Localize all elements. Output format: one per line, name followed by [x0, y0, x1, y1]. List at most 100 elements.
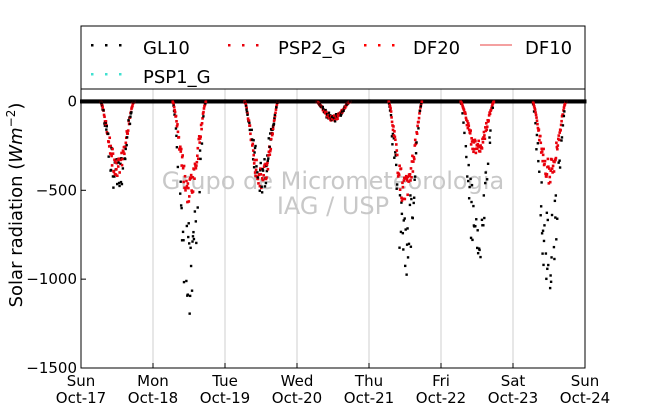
psp2-point	[478, 150, 482, 153]
psp2-point	[116, 158, 120, 162]
gl10-point	[541, 252, 544, 255]
psp2-point	[175, 124, 179, 128]
gl10-point	[263, 158, 266, 161]
psp2-point	[541, 153, 545, 157]
legend-label: DF10	[525, 38, 572, 59]
gl10-point	[250, 128, 253, 132]
psp2-point	[203, 103, 207, 107]
gl10-point	[538, 170, 541, 173]
psp2-point	[336, 114, 340, 118]
psp2-point	[464, 116, 468, 120]
grid-lines	[152, 89, 514, 368]
gl10-point	[252, 139, 255, 142]
psp2-point	[408, 174, 411, 178]
gl10-point	[537, 159, 540, 163]
gl10-point	[479, 255, 482, 259]
psp2-point	[105, 123, 108, 127]
gl10-point	[532, 110, 536, 113]
psp2-point	[253, 158, 256, 162]
psp2-point	[183, 186, 186, 190]
psp2-point	[268, 149, 272, 153]
gl10-point	[175, 134, 178, 138]
x-tick-day: Sun	[67, 372, 96, 390]
gl10-point	[192, 230, 195, 234]
psp2-point	[274, 108, 278, 111]
gl10-point	[484, 171, 487, 174]
gl10-point	[405, 273, 408, 276]
gl10-point	[189, 264, 193, 268]
gl10-point	[253, 151, 256, 154]
gl10-point	[394, 151, 397, 154]
gl10-point	[119, 180, 123, 184]
gl10-point	[195, 241, 198, 245]
psp2-point	[548, 175, 552, 179]
psp2-point	[481, 137, 484, 141]
gl10-point	[467, 163, 470, 167]
y-axis: 0 −500 −1000 −1500	[26, 92, 86, 377]
psp2-point	[201, 112, 205, 115]
gl10-point	[339, 114, 342, 117]
gl10-point	[251, 158, 255, 161]
psp2-point	[130, 107, 133, 110]
legend-label: DF20	[413, 38, 460, 59]
psp2-point	[254, 174, 257, 178]
legend-marker	[228, 44, 231, 47]
gl10-point	[187, 235, 190, 239]
psp2-point	[171, 101, 175, 105]
gl10-point	[342, 109, 345, 112]
gl10-point	[550, 256, 553, 259]
psp2-point	[405, 179, 409, 182]
psp2-point	[193, 162, 197, 166]
psp2-point	[109, 144, 112, 148]
psp2-point	[130, 105, 134, 109]
psp2-point	[177, 135, 181, 139]
psp2-point	[201, 117, 204, 120]
gl10-point	[255, 165, 258, 168]
gl10-point	[552, 245, 556, 249]
x-tick-day: Sat	[501, 372, 526, 390]
gl10-point	[561, 124, 565, 127]
psp2-point	[203, 104, 206, 108]
gl10-point	[266, 159, 270, 162]
gl10-point	[120, 182, 124, 186]
gl10-point	[268, 132, 272, 135]
psp2-point	[188, 178, 192, 181]
legend-box	[80, 25, 586, 90]
psp2-point	[259, 172, 263, 176]
psp2-point	[388, 105, 392, 108]
gl10-point	[107, 132, 110, 135]
gl10-point	[400, 212, 404, 216]
psp2-point	[123, 152, 126, 156]
gl10-point	[261, 169, 265, 172]
psp2-point	[484, 121, 488, 125]
psp2-point	[199, 123, 203, 127]
psp2-point	[398, 188, 402, 191]
gl10-point	[179, 180, 182, 183]
psp2-point	[534, 113, 538, 117]
gl10-point	[173, 113, 176, 116]
gl10-point	[418, 109, 422, 113]
gl10-point	[414, 152, 418, 155]
gl10-point	[188, 294, 192, 298]
gl10-point	[259, 169, 262, 172]
gl10-point	[185, 224, 189, 228]
psp2-point	[472, 141, 476, 144]
psp2-point	[533, 108, 537, 111]
psp2-point	[465, 118, 468, 122]
gl10-point	[398, 246, 401, 249]
psp2-point	[184, 186, 188, 189]
psp2-point	[108, 136, 112, 140]
gl10-point	[180, 206, 183, 210]
psp2-point	[114, 160, 117, 164]
gl10-point	[258, 189, 261, 192]
psp2-point	[263, 164, 267, 167]
gl10-point	[406, 256, 410, 259]
psp2-point	[179, 145, 182, 149]
psp2-point	[490, 105, 494, 108]
gl10-point	[484, 181, 487, 185]
psp2-point	[191, 175, 194, 179]
psp2-point	[271, 127, 275, 131]
gl10-point	[536, 142, 540, 145]
gl10-point	[199, 157, 202, 161]
psp2-point	[195, 164, 198, 167]
